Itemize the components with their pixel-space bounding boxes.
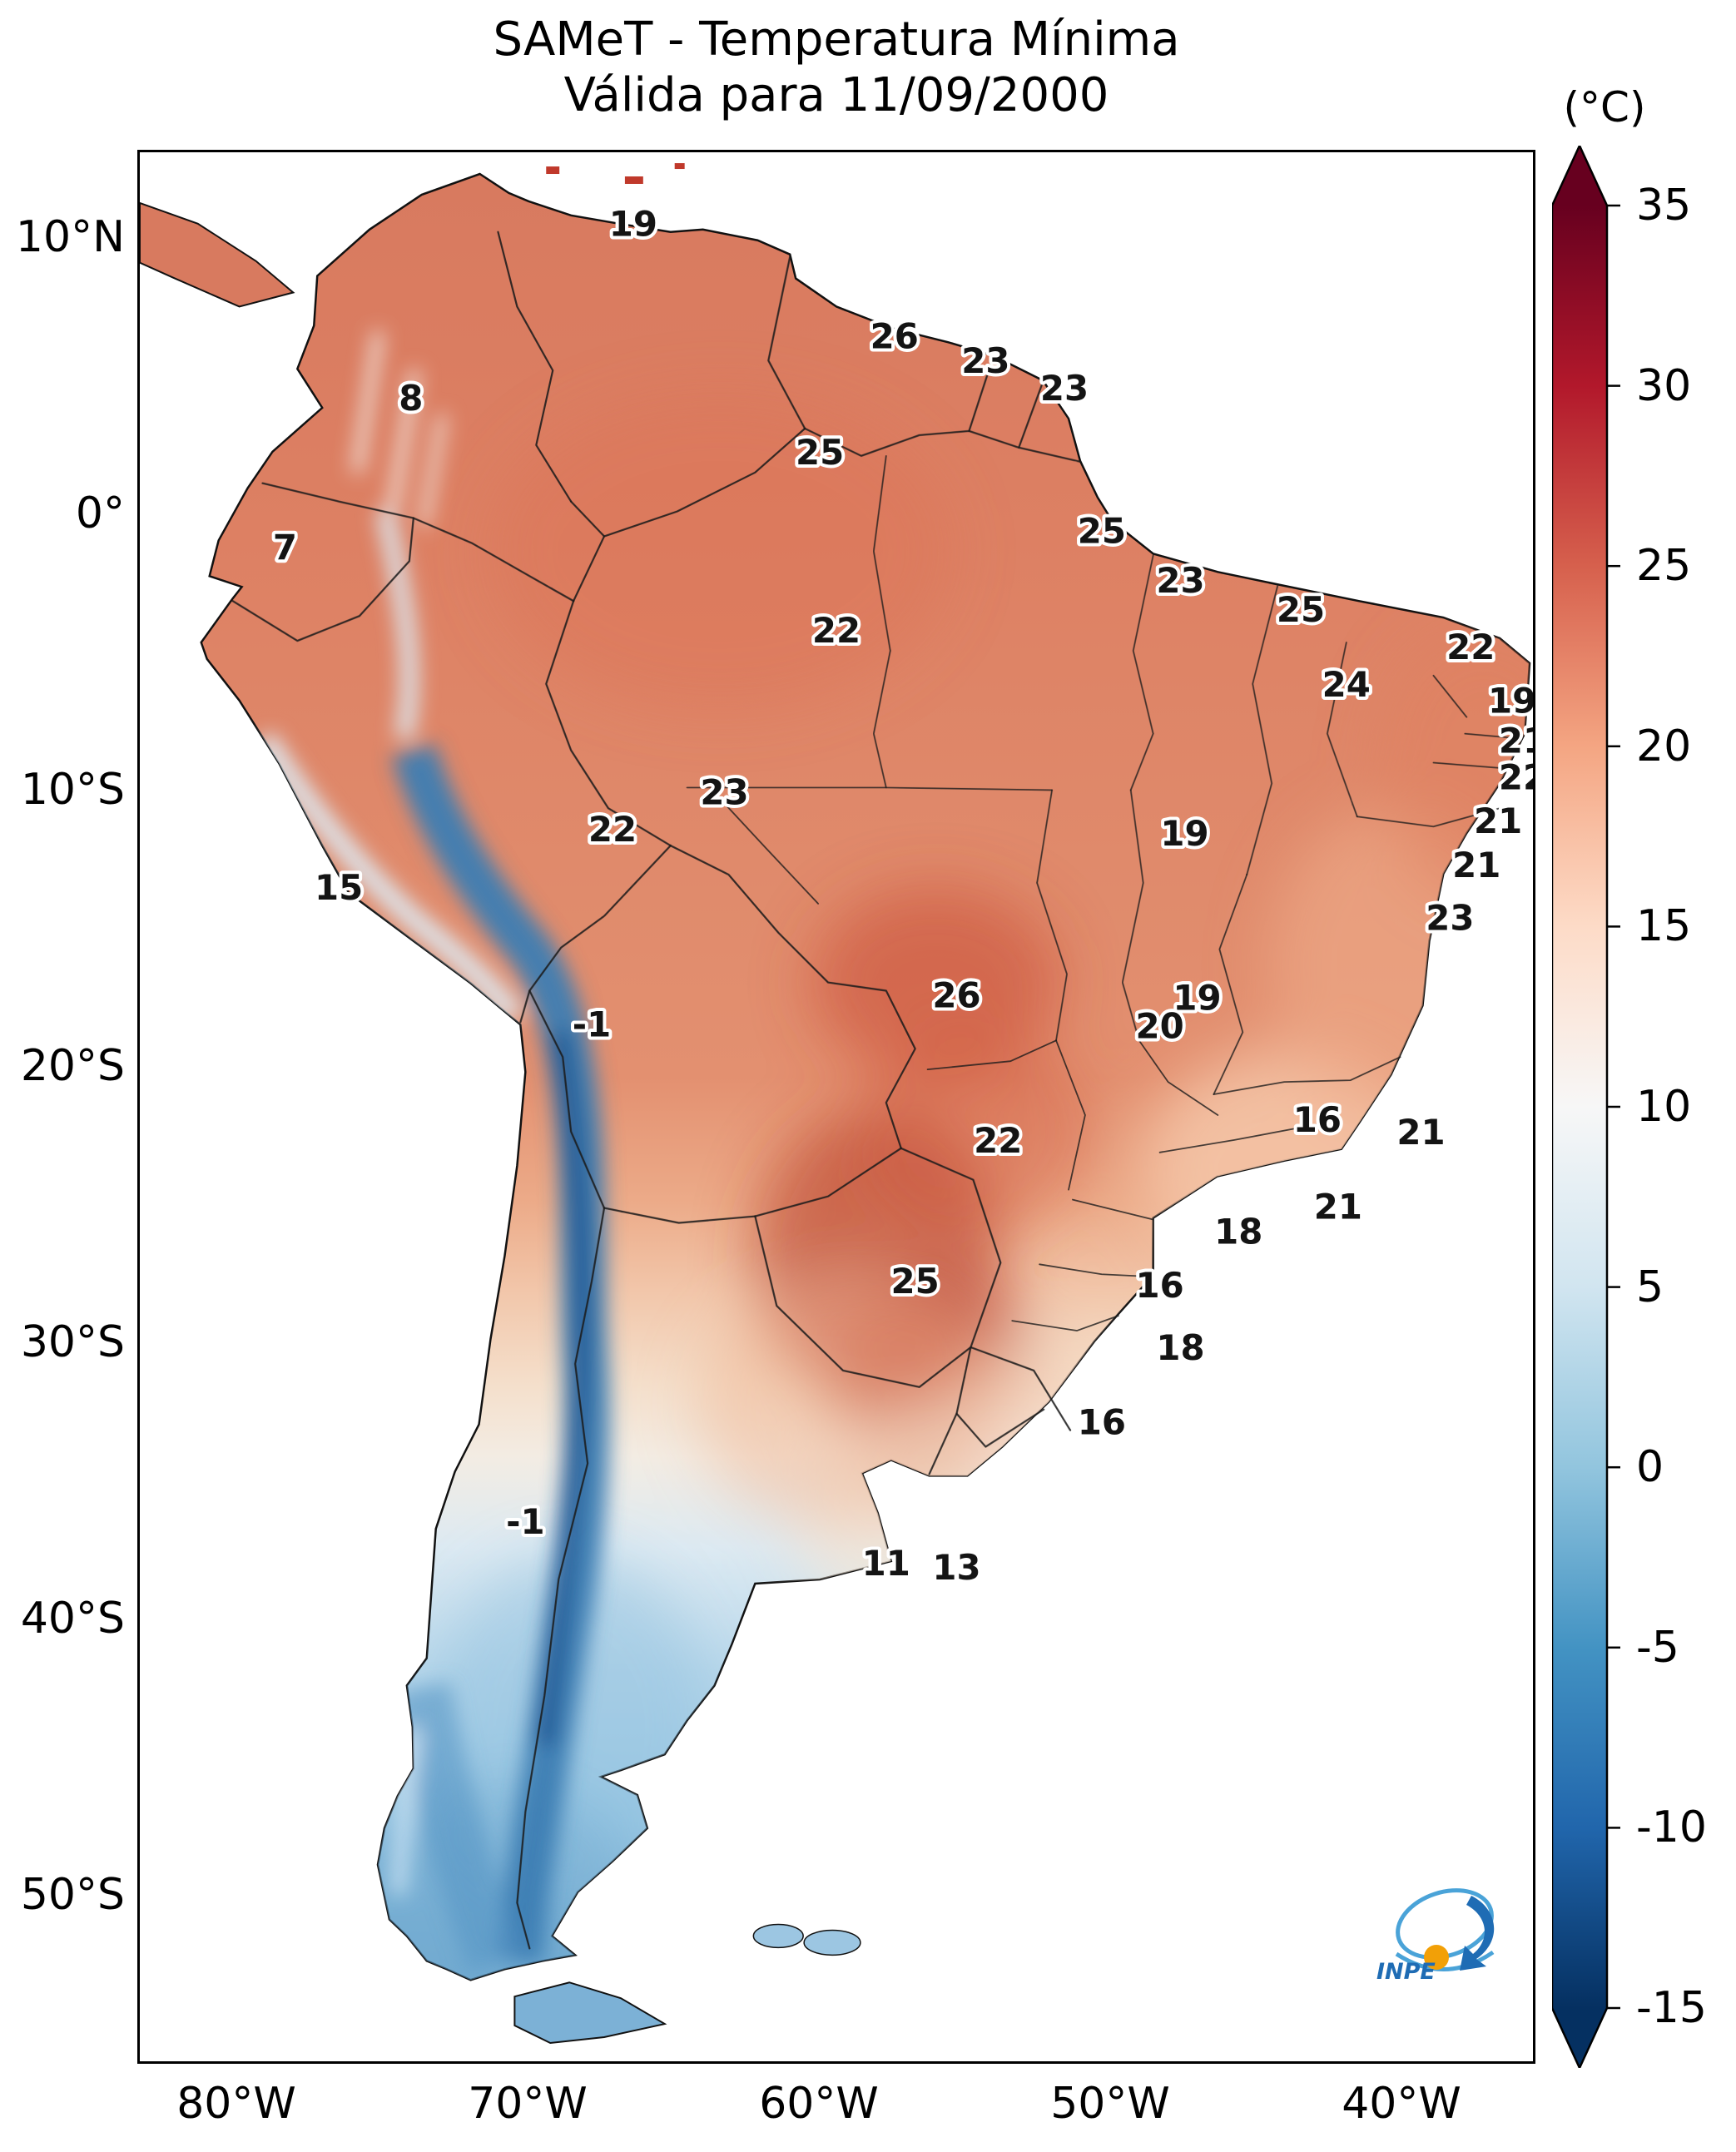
temperature-label: 18 (1214, 1211, 1262, 1252)
orange-sphere-icon (1424, 1945, 1449, 1970)
temperature-label: 22 (812, 610, 861, 651)
figure-title: SAMeT - Temperatura Mínima Válida para 1… (137, 12, 1535, 123)
temperature-labels-layer: 1926232382572523252224221921222322212119… (270, 201, 1533, 1591)
lon-tick-label: 40°W (1342, 2079, 1461, 2129)
temperature-label: 25 (891, 1261, 940, 1302)
title-line2: Válida para 11/09/2000 (563, 68, 1109, 123)
temperature-label: 23 (700, 771, 748, 812)
temperature-label: -1 (506, 1501, 544, 1542)
lat-tick-label: 20°S (20, 1041, 125, 1091)
temperature-label: 26 (870, 315, 919, 356)
colorbar-tick-label: -10 (1636, 1802, 1707, 1853)
colorbar-tick-label: 0 (1636, 1442, 1664, 1493)
temperature-label: 13 (932, 1547, 980, 1588)
lat-tick-label: 10°S (20, 765, 125, 815)
temperature-label: 18 (1156, 1327, 1204, 1368)
temperature-label: 16 (1135, 1265, 1183, 1306)
lat-tick-label: 10°N (15, 212, 125, 262)
temperature-label: 23 (961, 340, 1009, 381)
lon-tick-label: 60°W (759, 2079, 879, 2129)
andes-cold-band (255, 330, 610, 1972)
inpe-logo: INPE (1368, 1872, 1518, 2001)
lat-tick-label: 40°S (20, 1594, 125, 1644)
temperature-label: 21 (1499, 721, 1533, 761)
arrow-swirl-icon (1460, 1896, 1495, 1971)
lat-tick-label: 30°S (20, 1317, 125, 1367)
temperature-label: 11 (862, 1543, 910, 1584)
temperature-label: 22 (1446, 627, 1495, 667)
map-area: 1926232382572523252224221921222322212119… (137, 150, 1535, 2064)
orbit-ellipse-icon (1396, 1888, 1494, 1960)
temperature-label: 19 (1160, 813, 1208, 854)
country-borders (231, 231, 1082, 1950)
lon-tick-label: 50°W (1050, 2079, 1170, 2129)
colorbar-tick-label: 30 (1636, 360, 1692, 411)
lon-tick-label: 80°W (176, 2079, 296, 2129)
colorbar-gradient (1552, 206, 1607, 2008)
temperature-label: 23 (1426, 898, 1474, 939)
temperature-label: 23 (1156, 560, 1204, 601)
temperature-label: 19 (609, 204, 657, 245)
temperature-label: 20 (1135, 1005, 1183, 1046)
temperature-label: 21 (1474, 801, 1522, 841)
temperature-label: 19 (1488, 681, 1533, 721)
colorbar-tick-label: 15 (1636, 901, 1692, 952)
temperature-label: 25 (1277, 589, 1325, 630)
temperature-label: 24 (1322, 664, 1371, 705)
inpe-logo-text: INPE (1376, 1959, 1436, 1985)
temperature-label: 25 (796, 432, 844, 473)
colorbar-tick-label: 10 (1636, 1082, 1692, 1132)
temperature-label: 22 (1499, 756, 1533, 797)
temperature-label: 26 (932, 974, 980, 1015)
temperature-label: 15 (315, 867, 363, 908)
temperature-label: 23 (1040, 368, 1089, 409)
colorbar-tick-label: -5 (1636, 1622, 1679, 1673)
temperature-label: 16 (1293, 1099, 1342, 1140)
inpe-logo-graphic: INPE (1376, 1888, 1495, 1985)
temperature-label: 19 (1173, 977, 1221, 1018)
colorbar-unit-label: (°C) (1563, 83, 1646, 131)
state-borders (686, 454, 1513, 1331)
colorbar-tick-label: 25 (1636, 541, 1692, 592)
colorbar-under-arrow (1552, 2008, 1607, 2068)
colorbar (1552, 146, 1620, 2068)
colorbar-ticks (1607, 204, 1620, 2010)
colorbar-over-arrow (1552, 146, 1607, 206)
orbit-arc-icon (1395, 1950, 1495, 1971)
temperature-label: 8 (399, 378, 423, 419)
colorbar-tick-label: -15 (1636, 1983, 1707, 2033)
lat-tick-label: 0° (75, 488, 125, 538)
temperature-label: 7 (273, 527, 297, 568)
colorbar-tick-label: 5 (1636, 1262, 1664, 1312)
islands (140, 163, 861, 2044)
temperature-label: 22 (974, 1120, 1022, 1161)
temperature-label: -1 (573, 1004, 611, 1044)
colorbar-tick-label: 20 (1636, 721, 1692, 771)
colorbar-tick-label: 35 (1636, 181, 1692, 231)
lat-tick-label: 50°S (20, 1870, 125, 1920)
temperature-label: 21 (1452, 845, 1500, 885)
temperature-label: 22 (588, 809, 637, 850)
lon-tick-label: 70°W (468, 2079, 588, 2129)
south-america-map: 1926232382572523252224221921222322212119… (140, 163, 1533, 2044)
temperature-label: 21 (1314, 1187, 1362, 1227)
temperature-label: 25 (1078, 510, 1126, 551)
temperature-label: 16 (1078, 1402, 1126, 1443)
temperature-label: 21 (1396, 1112, 1445, 1153)
title-line1: SAMeT - Temperatura Mínima (493, 12, 1180, 67)
